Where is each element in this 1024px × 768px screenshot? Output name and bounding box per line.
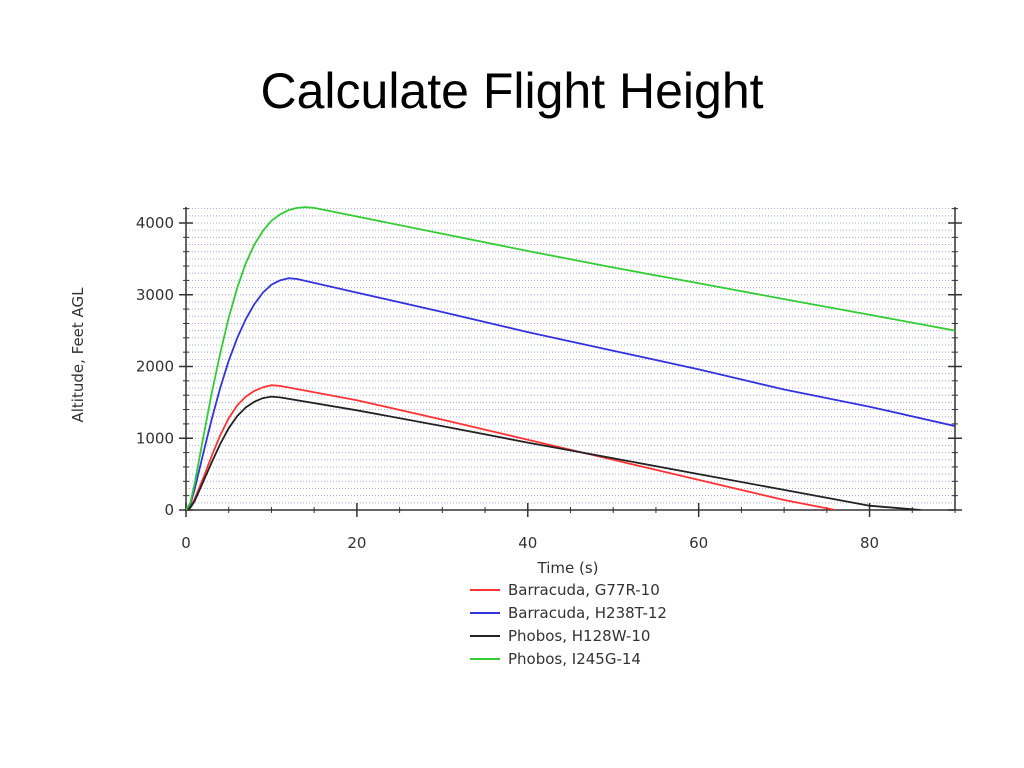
legend-label: Phobos, I245G-14 — [508, 650, 641, 668]
x-axis-label: Time (s) — [537, 559, 599, 577]
y-tick-label: 1000 — [136, 429, 174, 447]
y-tick-label: 4000 — [136, 214, 174, 232]
x-tick-label: 40 — [518, 534, 537, 552]
series-line-1 — [186, 384, 836, 510]
x-tick-label: 20 — [347, 534, 366, 552]
legend-label: Barracuda, G77R-10 — [508, 581, 660, 599]
legend-label: Phobos, H128W-10 — [508, 627, 650, 645]
series-line-3 — [186, 395, 921, 510]
y-tick-label: 3000 — [136, 286, 174, 304]
series-line-4 — [186, 206, 955, 510]
plot-frame — [185, 207, 956, 511]
axis-labels: 0 1000 2000 3000 4000 0 20 40 60 80 Time (s) Altitu… — [69, 214, 879, 577]
grid-lines — [186, 208, 955, 511]
y-tick-label: 2000 — [136, 358, 174, 376]
y-axis-label: Altitude, Feet AGL — [69, 287, 87, 423]
series-lines — [186, 206, 955, 510]
legend-label: Barracuda, H238T-12 — [508, 604, 667, 622]
slide-title: Calculate Flight Height — [260, 63, 764, 119]
axis-ticks — [179, 208, 962, 517]
x-tick-label: 60 — [689, 534, 708, 552]
x-tick-label: 80 — [860, 534, 879, 552]
series-line-2 — [186, 277, 955, 510]
x-tick-label: 0 — [181, 534, 191, 552]
legend: Barracuda, G77R-10 Barracuda, H238T-12 Pho… — [470, 581, 667, 668]
y-tick-label: 0 — [164, 501, 174, 519]
